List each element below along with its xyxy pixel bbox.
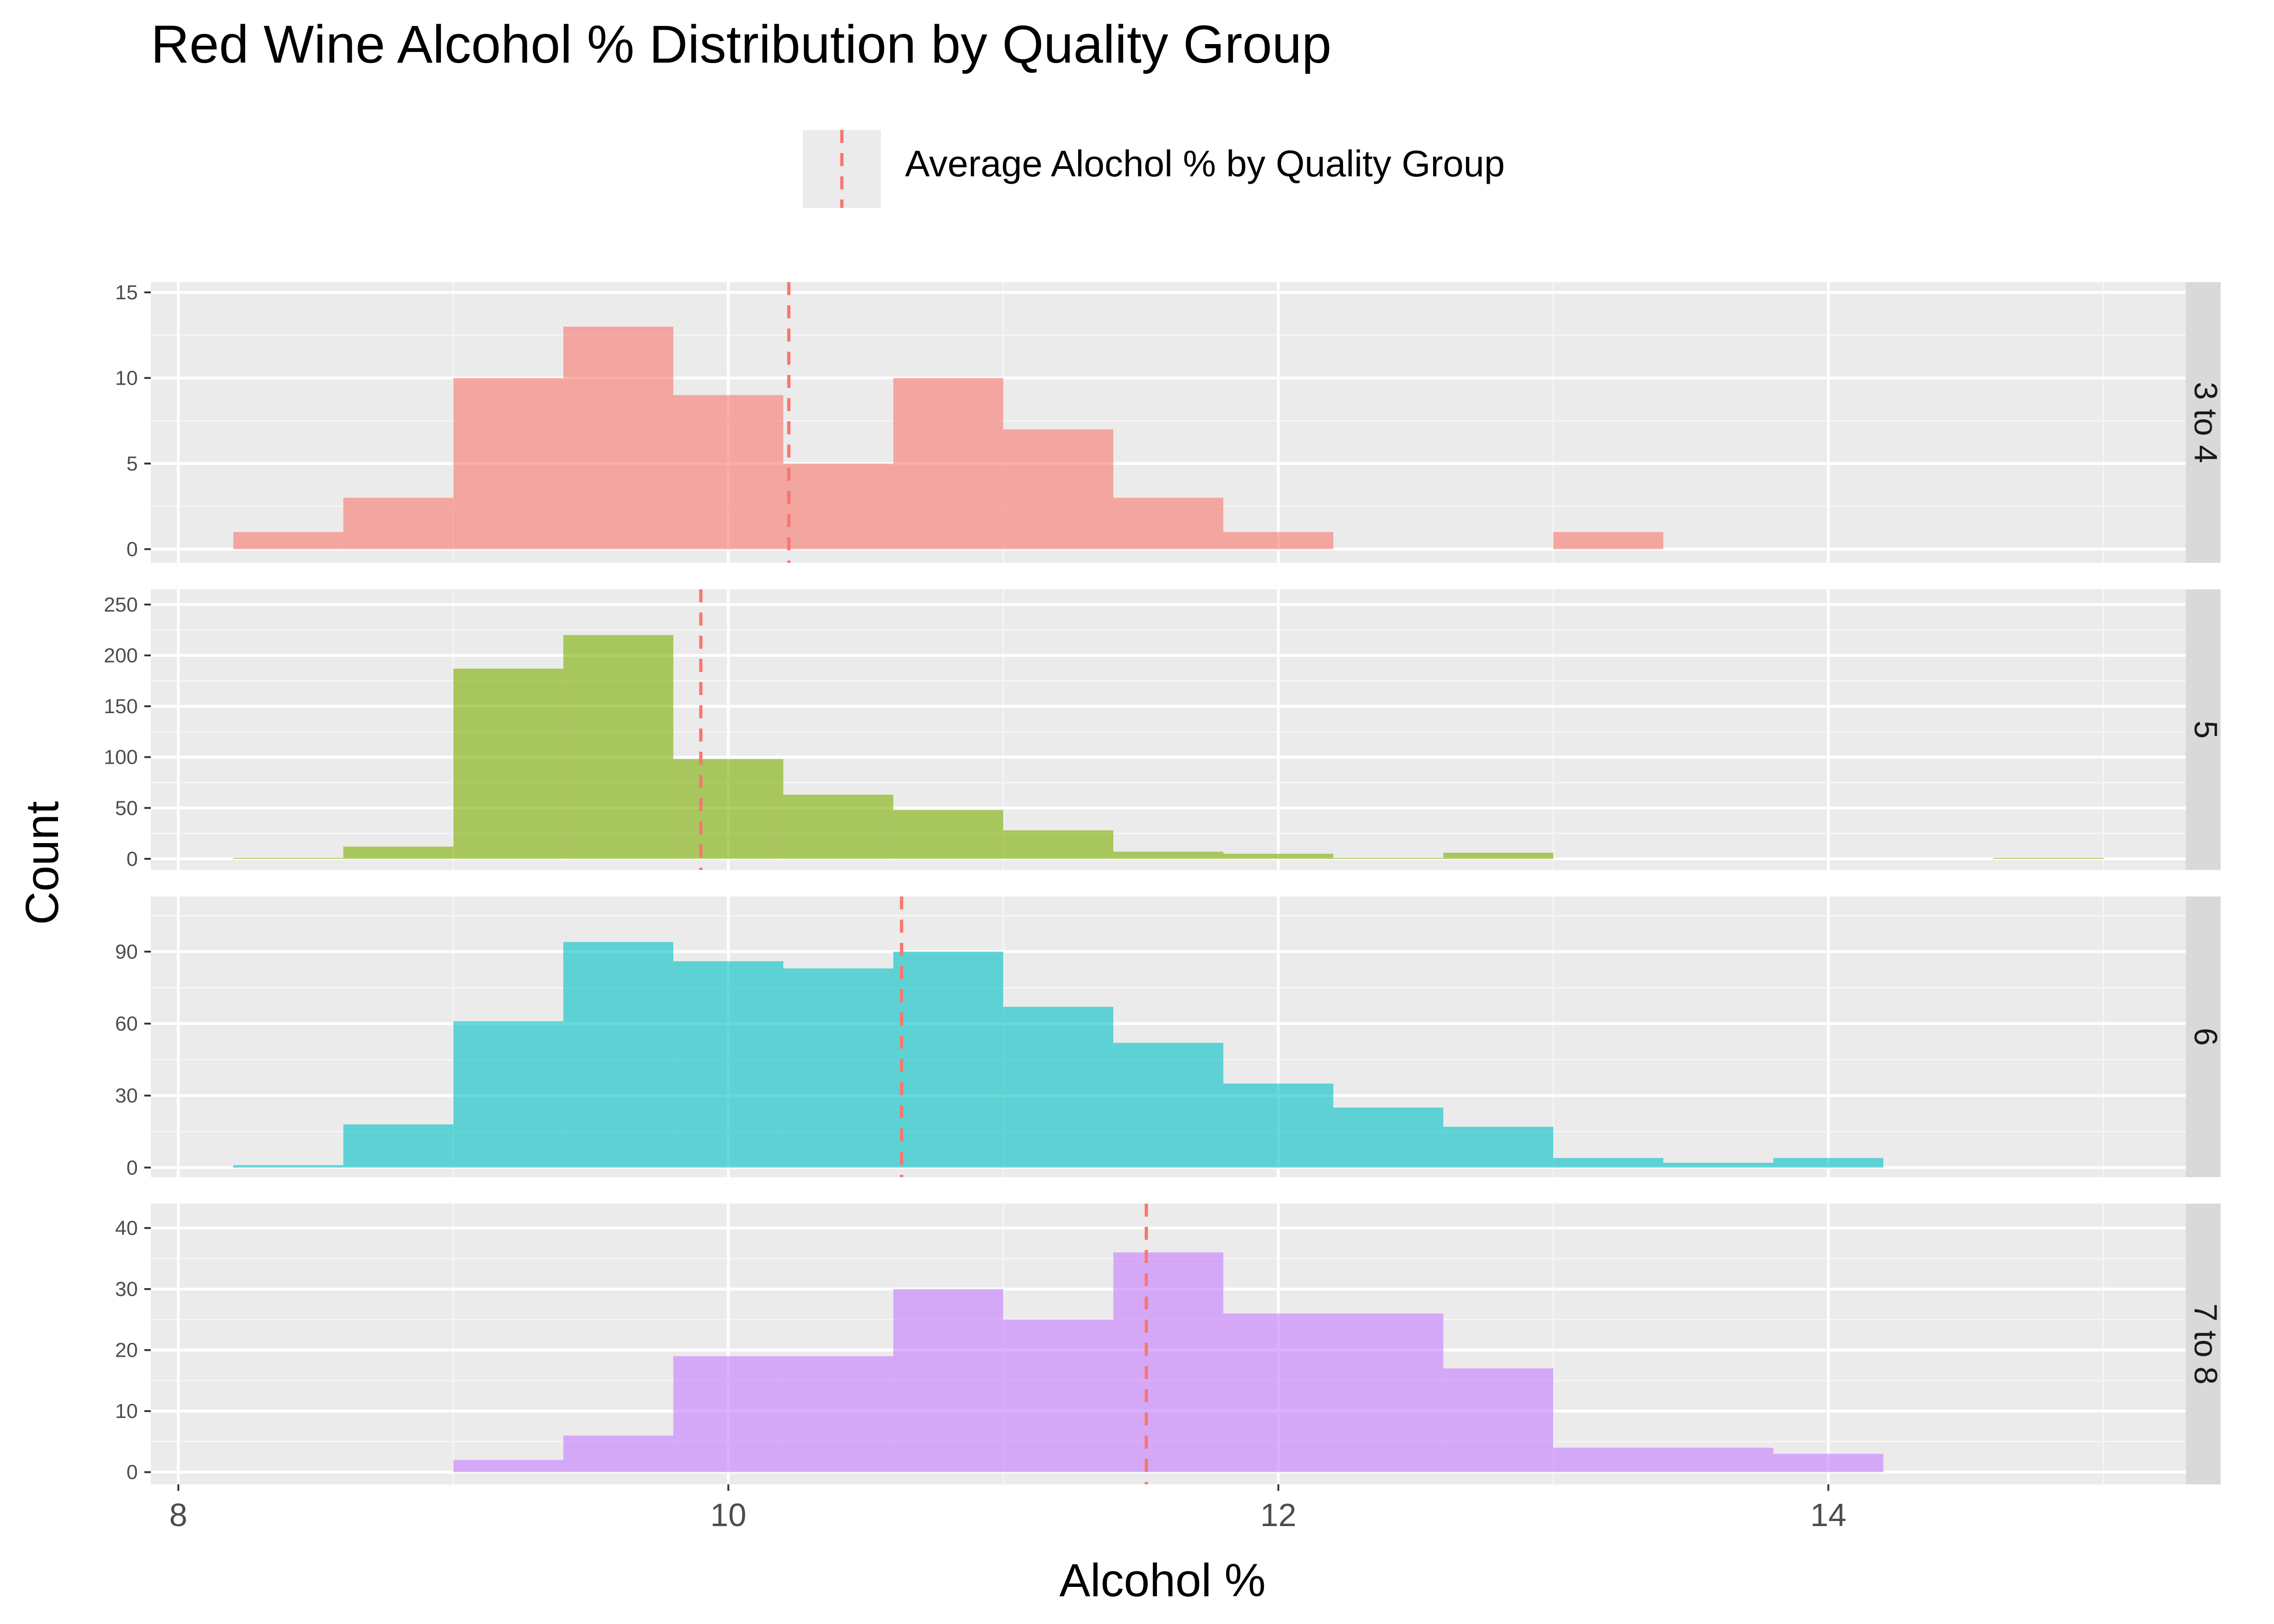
histogram-bar — [893, 810, 1003, 859]
histogram-bar — [453, 1460, 563, 1472]
histogram-bar — [1223, 532, 1334, 549]
x-tick-label: 8 — [169, 1497, 187, 1533]
histogram-bar — [1443, 1368, 1554, 1472]
histogram-bar — [453, 1021, 563, 1168]
histogram-bar — [783, 1356, 893, 1472]
histogram-bar — [1663, 1448, 1774, 1472]
histogram-bar — [563, 326, 673, 549]
y-tick-label: 30 — [115, 1084, 138, 1107]
x-axis: 8 10 12 14 — [169, 1484, 1847, 1533]
x-tick-label: 14 — [1810, 1497, 1847, 1533]
histogram-bar — [1003, 1319, 1113, 1472]
histogram-bar — [1773, 1158, 1884, 1168]
histogram-bar — [783, 464, 893, 549]
facet-panel-3: 0 30 60 90 6 — [115, 896, 2224, 1179]
histogram-bar — [343, 1124, 453, 1168]
histogram-bar — [673, 759, 783, 859]
histogram-bar — [1113, 1252, 1224, 1472]
facet-panel-2: 0 50 100 150 200 250 5 — [104, 589, 2224, 870]
histogram-bar — [893, 378, 1003, 549]
histogram-bar — [563, 635, 673, 859]
legend-label: Average Alochol % by Quality Group — [905, 143, 1505, 184]
histogram-bar — [893, 1289, 1003, 1472]
histogram-bar — [1333, 1108, 1444, 1168]
y-axis-title: Count — [16, 801, 68, 925]
histogram-bar — [233, 532, 343, 549]
histogram-bar — [1113, 1043, 1224, 1168]
histogram-bar — [1553, 1158, 1664, 1168]
histogram-bar — [1443, 1127, 1554, 1168]
facet-strip-label: 3 to 4 — [2188, 382, 2224, 463]
y-tick-label: 10 — [115, 1400, 138, 1423]
facet-strip-label: 6 — [2188, 1028, 2224, 1046]
histogram-bar — [343, 497, 453, 549]
y-tick-label: 250 — [104, 593, 138, 616]
histogram-bar — [1003, 1006, 1113, 1168]
histogram-bar — [453, 378, 563, 549]
histogram-bar — [1663, 1162, 1774, 1168]
histogram-bar — [343, 846, 453, 859]
histogram-bar — [1113, 851, 1224, 859]
y-tick-label: 0 — [127, 1461, 138, 1484]
y-tick-label: 10 — [115, 367, 138, 390]
facet-strip — [2186, 589, 2221, 870]
histogram-bar — [1553, 532, 1664, 549]
histogram-bar — [673, 1356, 783, 1472]
histogram-bar — [1443, 852, 1554, 859]
histogram-bar — [1223, 1313, 1334, 1472]
histogram-bar — [1223, 853, 1334, 859]
histogram-bar — [783, 794, 893, 859]
legend: Average Alochol % by Quality Group — [803, 130, 1505, 208]
histogram-bar — [893, 951, 1003, 1168]
histogram-bar — [673, 961, 783, 1168]
y-tick-label: 0 — [127, 848, 138, 870]
y-tick-label: 0 — [127, 1156, 138, 1179]
x-axis-title: Alcohol % — [1059, 1554, 1266, 1606]
y-tick-label: 30 — [115, 1278, 138, 1301]
histogram-bar — [233, 857, 343, 859]
x-tick-label: 12 — [1260, 1497, 1297, 1533]
x-tick-label: 10 — [710, 1497, 746, 1533]
histogram-bar — [563, 1435, 673, 1472]
y-tick-label: 0 — [127, 538, 138, 561]
y-tick-label: 15 — [115, 281, 138, 304]
y-tick-label: 50 — [115, 797, 138, 819]
histogram-bar — [453, 668, 563, 859]
y-tick-label: 90 — [115, 941, 138, 963]
histogram-bar — [1003, 830, 1113, 859]
histogram-bar — [233, 1165, 343, 1168]
y-tick-label: 40 — [115, 1217, 138, 1240]
histogram-bar — [1553, 1448, 1664, 1472]
y-tick-label: 150 — [104, 695, 138, 718]
facet-panel-1: 0 5 10 15 3 to 4 — [115, 281, 2224, 563]
histogram-bar — [563, 942, 673, 1168]
chart-title: Red Wine Alcohol % Distribution by Quali… — [151, 15, 1331, 74]
y-tick-label: 5 — [127, 452, 138, 475]
facet-strip-label: 5 — [2188, 721, 2224, 739]
histogram-bar — [1113, 497, 1224, 549]
histogram-bar — [1773, 1454, 1884, 1472]
histogram-bar — [1333, 1313, 1444, 1472]
facet-strip — [2186, 1204, 2221, 1484]
histogram-bar — [1003, 429, 1113, 549]
histogram-bar — [783, 968, 893, 1168]
facet-strip — [2186, 896, 2221, 1177]
histogram-bar — [1993, 857, 2104, 859]
facet-panel-4: 0 10 20 30 40 7 to 8 — [115, 1204, 2224, 1484]
histogram-bar — [1223, 1083, 1334, 1168]
facet-strip-label: 7 to 8 — [2188, 1303, 2224, 1385]
facet-strip — [2186, 282, 2221, 563]
y-tick-label: 60 — [115, 1012, 138, 1035]
y-tick-label: 200 — [104, 644, 138, 667]
histogram-bar — [1333, 857, 1444, 859]
y-tick-label: 100 — [104, 746, 138, 769]
histogram-bar — [673, 395, 783, 549]
y-tick-label: 20 — [115, 1339, 138, 1362]
